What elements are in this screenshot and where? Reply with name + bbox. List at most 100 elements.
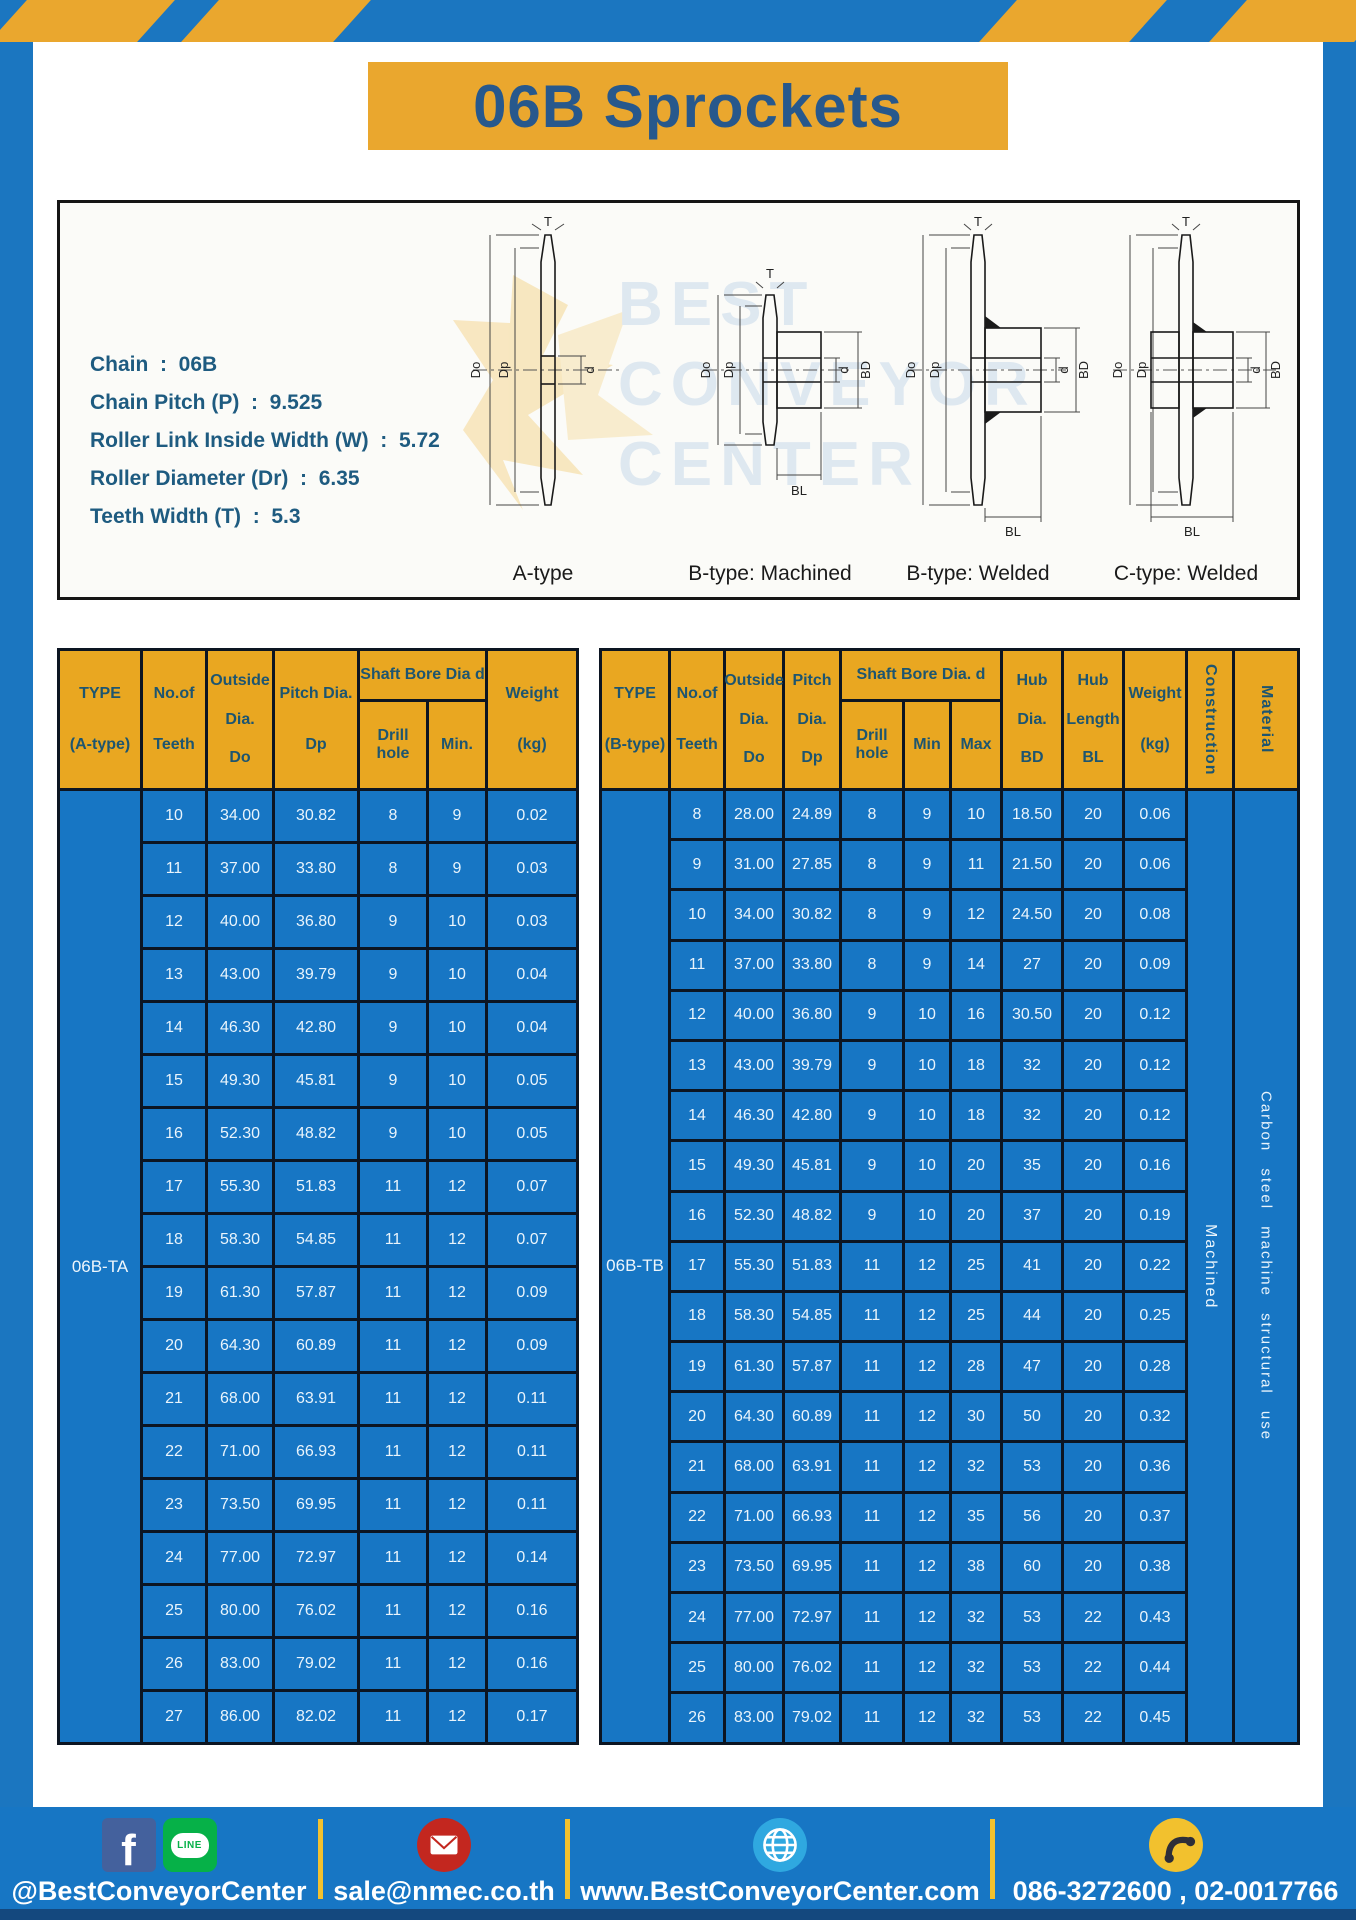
right-border bbox=[1323, 0, 1356, 1920]
cell-outside-dia: 40.00 bbox=[208, 897, 272, 947]
cell-hub-length: 20 bbox=[1064, 841, 1122, 889]
table-row: 22 71.00 66.93 11 12 0.11 bbox=[143, 1427, 576, 1477]
cell-teeth: 18 bbox=[143, 1215, 205, 1265]
table-row: 21 68.00 63.91 11 12 0.11 bbox=[143, 1374, 576, 1424]
table-row: 18 58.30 54.85 11 12 0.07 bbox=[143, 1215, 576, 1265]
material-cell: Carbon steel machine structural use bbox=[1235, 791, 1297, 1742]
col-header-drill-hole: Drill hole bbox=[842, 702, 902, 788]
cell-weight: 0.36 bbox=[1125, 1443, 1185, 1491]
cell-hub-length: 20 bbox=[1064, 991, 1122, 1039]
line-icon: LINE bbox=[162, 1818, 217, 1872]
cell-max: 28 bbox=[952, 1343, 1000, 1391]
cell-drill-hole: 11 bbox=[360, 1321, 426, 1371]
cell-outside-dia: 58.30 bbox=[208, 1215, 272, 1265]
footer-website: www.BestConveyorCenter.com bbox=[570, 1807, 990, 1920]
table-row: 23 73.50 69.95 11 12 0.11 bbox=[143, 1480, 576, 1530]
cell-min: 12 bbox=[429, 1162, 485, 1212]
cell-outside-dia: 80.00 bbox=[208, 1586, 272, 1636]
email-icon bbox=[417, 1818, 471, 1872]
cell-outside-dia: 37.00 bbox=[208, 844, 272, 894]
spec-roller-diameter: Roller Diameter (Dr) : 6.35 bbox=[90, 467, 360, 490]
top-hazard-band bbox=[0, 0, 1356, 42]
cell-outside-dia: 71.00 bbox=[208, 1427, 272, 1477]
cell-min: 12 bbox=[429, 1215, 485, 1265]
cell-max: 30 bbox=[952, 1393, 1000, 1441]
cell-pitch-dia: 51.83 bbox=[785, 1242, 839, 1290]
col-header-material: Material bbox=[1235, 651, 1297, 788]
cell-hub-length: 20 bbox=[1064, 1543, 1122, 1591]
cell-weight: 0.16 bbox=[1125, 1142, 1185, 1190]
table-row: 14 46.30 42.80 9 10 18 32 20 0.12 bbox=[671, 1092, 1185, 1140]
cell-hub-dia: 32 bbox=[1003, 1041, 1061, 1090]
cell-pitch-dia: 79.02 bbox=[785, 1694, 839, 1742]
cell-outside-dia: 68.00 bbox=[208, 1374, 272, 1424]
cell-min: 12 bbox=[429, 1586, 485, 1636]
cell-hub-dia: 37 bbox=[1003, 1192, 1061, 1240]
cell-hub-dia: 41 bbox=[1003, 1242, 1061, 1290]
table-row: 19 61.30 57.87 11 12 0.09 bbox=[143, 1268, 576, 1318]
cell-min: 10 bbox=[429, 1056, 485, 1106]
dim-label-do: Do bbox=[1110, 362, 1125, 379]
table-b: TYPE (B-type) No.of Teeth Outside Dia. D… bbox=[599, 648, 1300, 1745]
cell-teeth: 22 bbox=[671, 1493, 723, 1541]
drawing-b-machined: T Do Dp d BD BL bbox=[698, 266, 873, 498]
cell-min: 12 bbox=[905, 1292, 949, 1341]
col-header-shaft-bore: Shaft Bore Dia d bbox=[360, 651, 485, 699]
col-header-weight: Weight (kg) bbox=[488, 651, 576, 788]
cell-teeth: 22 bbox=[143, 1427, 205, 1477]
cell-max: 18 bbox=[952, 1092, 1000, 1140]
cell-teeth: 10 bbox=[671, 891, 723, 939]
cell-hub-length: 20 bbox=[1064, 791, 1122, 839]
cell-outside-dia: 55.30 bbox=[208, 1162, 272, 1212]
table-row: 10 34.00 30.82 8 9 0.02 bbox=[143, 791, 576, 841]
dim-label-bl: BL bbox=[791, 483, 807, 498]
cell-hub-length: 20 bbox=[1064, 1142, 1122, 1190]
cell-drill-hole: 11 bbox=[842, 1543, 902, 1591]
cell-pitch-dia: 66.93 bbox=[275, 1427, 357, 1477]
cell-max: 32 bbox=[952, 1644, 1000, 1692]
cell-drill-hole: 11 bbox=[842, 1644, 902, 1692]
caption-b-welded: B-type: Welded bbox=[906, 562, 1049, 585]
cell-outside-dia: 58.30 bbox=[726, 1292, 782, 1341]
table-row: 15 49.30 45.81 9 10 20 35 20 0.16 bbox=[671, 1142, 1185, 1190]
cell-teeth: 8 bbox=[671, 791, 723, 839]
cell-drill-hole: 11 bbox=[360, 1586, 426, 1636]
cell-teeth: 26 bbox=[143, 1639, 205, 1689]
diagram-box: Chain : 06B Chain Pitch (P) : 9.525 Roll… bbox=[57, 200, 1300, 600]
cell-pitch-dia: 39.79 bbox=[275, 950, 357, 1000]
table-row: 13 43.00 39.79 9 10 0.04 bbox=[143, 950, 576, 1000]
cell-teeth: 11 bbox=[143, 844, 205, 894]
cell-hub-dia: 27 bbox=[1003, 941, 1061, 989]
cell-pitch-dia: 60.89 bbox=[275, 1321, 357, 1371]
cell-weight: 0.14 bbox=[488, 1533, 576, 1583]
col-header-type: TYPE (A-type) bbox=[60, 651, 140, 788]
cell-outside-dia: 40.00 bbox=[726, 991, 782, 1039]
table-row: 24 77.00 72.97 11 12 32 53 22 0.43 bbox=[671, 1594, 1185, 1642]
cell-drill-hole: 11 bbox=[360, 1215, 426, 1265]
cell-min: 10 bbox=[905, 991, 949, 1039]
cell-pitch-dia: 57.87 bbox=[275, 1268, 357, 1318]
cell-min: 10 bbox=[429, 1109, 485, 1159]
cell-pitch-dia: 27.85 bbox=[785, 841, 839, 889]
cell-drill-hole: 11 bbox=[842, 1594, 902, 1642]
website-url: www.BestConveyorCenter.com bbox=[580, 1876, 980, 1906]
cell-min: 9 bbox=[429, 844, 485, 894]
cell-hub-length: 22 bbox=[1064, 1694, 1122, 1742]
table-a-rows: 10 34.00 30.82 8 9 0.02 11 37.00 33.80 bbox=[143, 791, 576, 1742]
table-row: 8 28.00 24.89 8 9 10 18.50 20 0.06 bbox=[671, 791, 1185, 839]
cell-teeth: 13 bbox=[671, 1041, 723, 1090]
cell-min: 10 bbox=[905, 1041, 949, 1090]
drawing-b-welded: T Do Dp d BD BL bbox=[903, 214, 1091, 539]
table-row: 11 37.00 33.80 8 9 0.03 bbox=[143, 844, 576, 894]
cell-drill-hole: 9 bbox=[360, 897, 426, 947]
cell-weight: 0.12 bbox=[1125, 1092, 1185, 1140]
cell-pitch-dia: 39.79 bbox=[785, 1041, 839, 1090]
table-b-header: TYPE (B-type) No.of Teeth Outside Dia. D… bbox=[602, 651, 1297, 788]
col-header-shaft-bore: Shaft Bore Dia. d bbox=[842, 651, 1000, 699]
cell-weight: 0.03 bbox=[488, 897, 576, 947]
cell-hub-length: 22 bbox=[1064, 1644, 1122, 1692]
left-border bbox=[0, 0, 33, 1920]
cell-hub-length: 20 bbox=[1064, 1443, 1122, 1491]
cell-teeth: 19 bbox=[671, 1343, 723, 1391]
facebook-icon: f bbox=[101, 1818, 156, 1872]
